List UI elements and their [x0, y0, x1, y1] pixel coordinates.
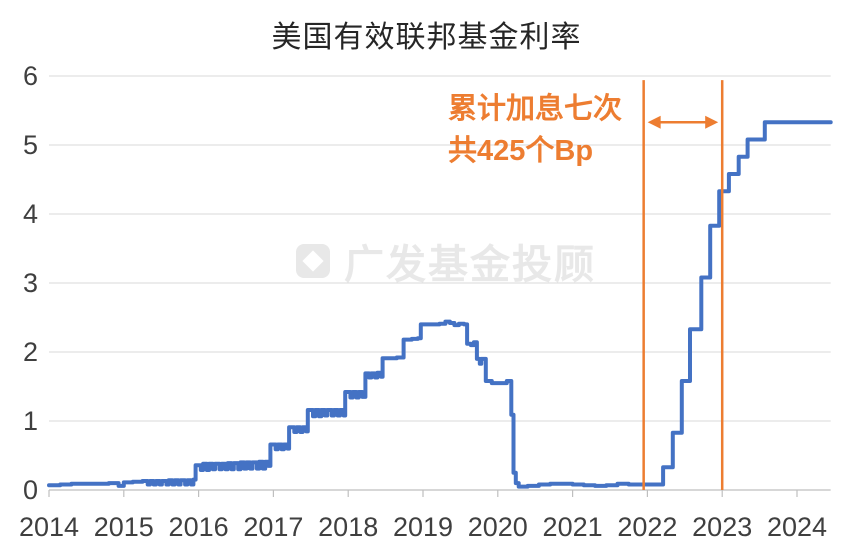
- x-tick-label: 2018: [318, 512, 378, 542]
- x-tick-label: 2020: [468, 512, 528, 542]
- y-tick-label: 0: [23, 475, 38, 505]
- x-tick-label: 2014: [19, 512, 79, 542]
- y-tick-label: 5: [23, 130, 38, 160]
- y-tick-label: 4: [23, 199, 38, 229]
- x-tick-label: 2016: [169, 512, 229, 542]
- arrowhead-left: [647, 115, 661, 129]
- arrowhead-right: [705, 115, 719, 129]
- x-tick-label: 2023: [692, 512, 752, 542]
- x-tick-label: 2022: [617, 512, 677, 542]
- x-tick-label: 2019: [393, 512, 453, 542]
- y-tick-label: 6: [23, 61, 38, 91]
- y-tick-label: 3: [23, 268, 38, 298]
- chart-title: 美国有效联邦基金利率: [271, 21, 582, 54]
- y-tick-label: 1: [23, 406, 38, 436]
- x-tick-label: 2024: [767, 512, 827, 542]
- x-tick-label: 2017: [243, 512, 303, 542]
- rate-line: [47, 120, 833, 489]
- x-tick-label: 2021: [543, 512, 603, 542]
- y-tick-label: 2: [23, 337, 38, 367]
- x-tick-label: 2015: [94, 512, 154, 542]
